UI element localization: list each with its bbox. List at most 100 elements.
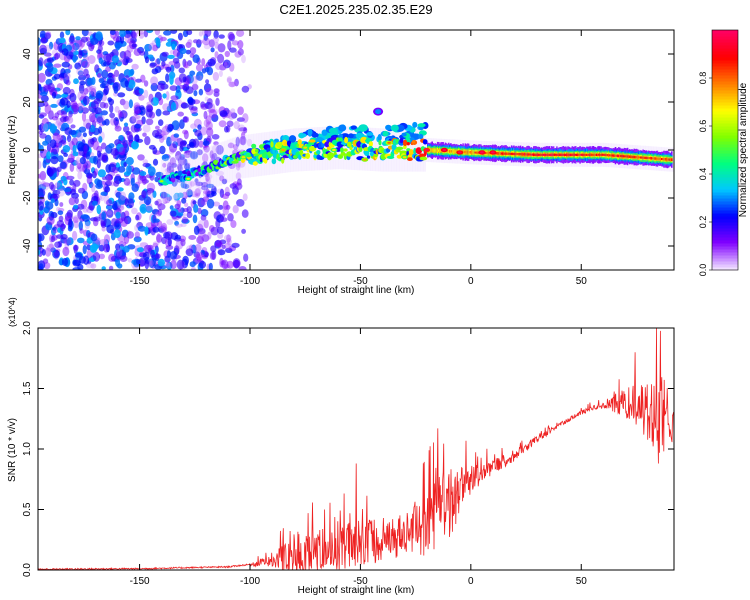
snr-panel: -150 -100 -50 0 50 0.0 0.5 1.0 1.5 2.0 Height of… [7,297,675,596]
noise-blob [204,66,210,73]
noise-blob [65,116,74,124]
noise-blob [241,85,250,93]
noise-blob [76,102,85,111]
noise-blob [150,249,155,259]
noise-blob [218,204,224,210]
noise-blob [156,233,161,243]
ridge-band-slice [538,153,541,156]
noise-blob [185,86,194,94]
colorbar-cell [712,126,738,130]
colorbar-cell [712,48,738,52]
noise-blob [224,186,230,197]
noise-blob [225,204,231,210]
noise-blob [152,147,158,155]
ridge-band-slice [499,152,502,155]
noise-blob [70,124,76,129]
noise-blob [115,42,121,51]
noise-blob [118,195,126,205]
colorbar-cell [712,93,738,97]
noise-blob [109,30,116,35]
noise-blob [103,243,110,253]
noise-blob [131,116,139,123]
noise-blob [49,125,58,131]
ridge-band-slice [602,153,605,156]
ridge-band-slice [663,158,665,161]
noise-blob [47,167,53,177]
noise-blob [152,242,159,248]
noise-blob [117,166,126,173]
noise-blob [73,179,81,187]
ridge-band-slice [536,153,538,157]
noise-blob [105,204,113,210]
noise-blob [217,249,226,256]
noise-blob [116,247,123,257]
colorbar-cell [712,156,738,160]
upper-branch-blob [274,138,279,143]
ridge-band-slice [433,149,436,152]
noise-blob [207,108,216,113]
noise-blob [53,73,61,80]
noise-blob [118,152,127,161]
ridge-hotspot-core [424,148,429,152]
noise-blob [229,47,237,53]
ridge-band-slice [467,151,470,154]
noise-blob [241,54,246,64]
ridge-band-slice [634,155,637,159]
ridge-band-slice [465,150,468,154]
noise-blob [83,88,89,95]
colorbar-cell [712,33,738,37]
ridge-blob [407,157,413,162]
ridge-band-slice [525,153,527,156]
upper-branch-blob [412,121,418,128]
spectrogram-marks [38,30,674,270]
y-tick-label: -40 [22,238,33,253]
noise-blob [58,138,63,143]
upper-branch-blob [382,130,389,137]
noise-blob [205,88,214,96]
noise-blob [208,39,215,48]
noise-blob [144,56,150,64]
noise-blob [223,61,228,70]
noise-blob [189,70,196,76]
noise-blob [211,114,219,122]
noise-blob [38,130,43,136]
noise-blob [38,90,42,99]
noise-blob [196,236,205,245]
noise-blob [111,166,119,174]
ridge-blob [286,140,292,147]
noise-blob [42,159,47,169]
noise-blob [107,78,113,85]
noise-blob [192,200,197,205]
ridge-band-slice [544,153,546,156]
noise-blob [204,30,212,37]
noise-blob [128,99,133,109]
colorbar-cell [712,153,738,157]
noise-blob [196,256,202,262]
y-tick-label: 0 [22,147,33,153]
noise-blob [166,219,174,225]
colorbar-cell [712,264,738,268]
ridge-band-slice [567,153,569,156]
noise-blob [96,179,103,188]
colorbar-cell [712,141,738,145]
ridge-blob [399,150,408,154]
noise-blob [49,243,54,249]
noise-blob [76,156,81,164]
noise-blob [167,123,174,132]
noise-blob [115,243,121,251]
noise-blob [145,205,153,213]
noise-blob [165,41,173,47]
colorbar-cell [712,213,738,217]
noise-blob [90,233,98,242]
snr-x-axis-label: Height of straight line (km) [298,585,415,596]
ridge-band-slice [656,157,659,160]
ridge-hotspot-core [442,148,447,152]
noise-blob [67,138,73,146]
noise-blob [115,257,121,267]
noise-blob [39,112,47,117]
ridge-blob [391,144,397,151]
spectrogram-x-axis-label: Height of straight line (km) [298,285,415,296]
noise-blob [87,55,96,64]
snr-y-ticks: 0.0 0.5 1.0 1.5 2.0 [22,321,674,577]
noise-blob [194,244,202,252]
